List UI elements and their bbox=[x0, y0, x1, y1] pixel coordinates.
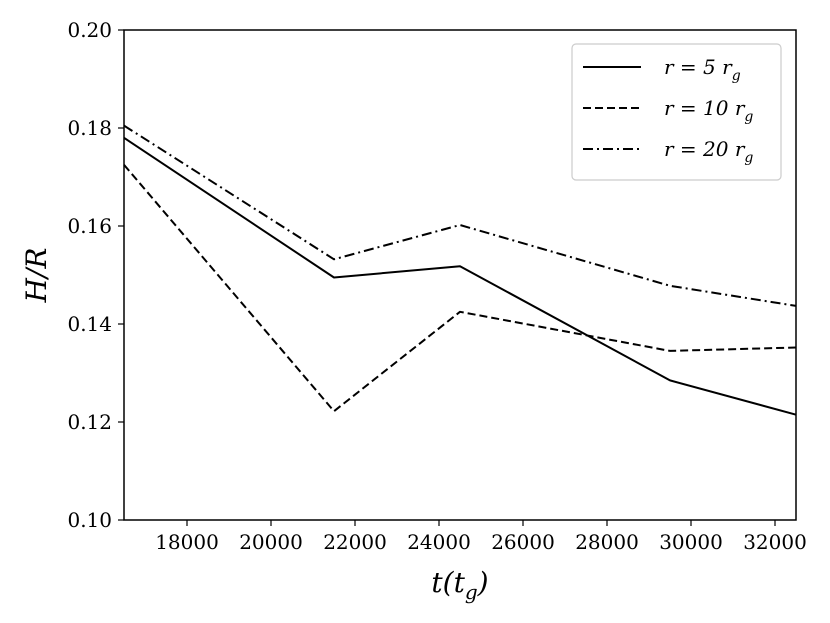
y-tick-label: 0.20 bbox=[67, 18, 112, 42]
y-tick-label: 0.18 bbox=[67, 116, 112, 140]
x-tick-label: 18000 bbox=[155, 530, 219, 554]
y-tick-label: 0.10 bbox=[67, 508, 112, 532]
x-axis-ticks: 18000 20000 22000 24000 26000 28000 30000 32000 bbox=[155, 520, 807, 554]
y-tick-label: 0.12 bbox=[67, 410, 112, 434]
y-tick-label: 0.14 bbox=[67, 312, 112, 336]
series-line-2 bbox=[123, 164, 797, 413]
x-tick-label: 20000 bbox=[239, 530, 303, 554]
x-tick-label: 24000 bbox=[407, 530, 471, 554]
y-tick-label: 0.16 bbox=[67, 214, 112, 238]
x-tick-label: 32000 bbox=[743, 530, 807, 554]
x-axis-label: t(tg) bbox=[431, 566, 488, 604]
plot-area-frame bbox=[123, 29, 797, 521]
x-tick-label: 26000 bbox=[491, 530, 555, 554]
legend: r = 5 rgr = 10 rgr = 20 rg bbox=[571, 43, 782, 181]
x-tick-label: 22000 bbox=[323, 530, 387, 554]
legend-box bbox=[571, 43, 782, 181]
x-tick-label: 28000 bbox=[575, 530, 639, 554]
y-axis-ticks: 0.10 0.12 0.14 0.16 0.18 0.20 bbox=[67, 18, 124, 532]
series-lines bbox=[123, 124, 797, 416]
series-line-3 bbox=[123, 124, 797, 307]
x-tick-label: 30000 bbox=[659, 530, 723, 554]
y-axis-label: H/R bbox=[20, 248, 53, 304]
series-line-1 bbox=[123, 136, 797, 416]
